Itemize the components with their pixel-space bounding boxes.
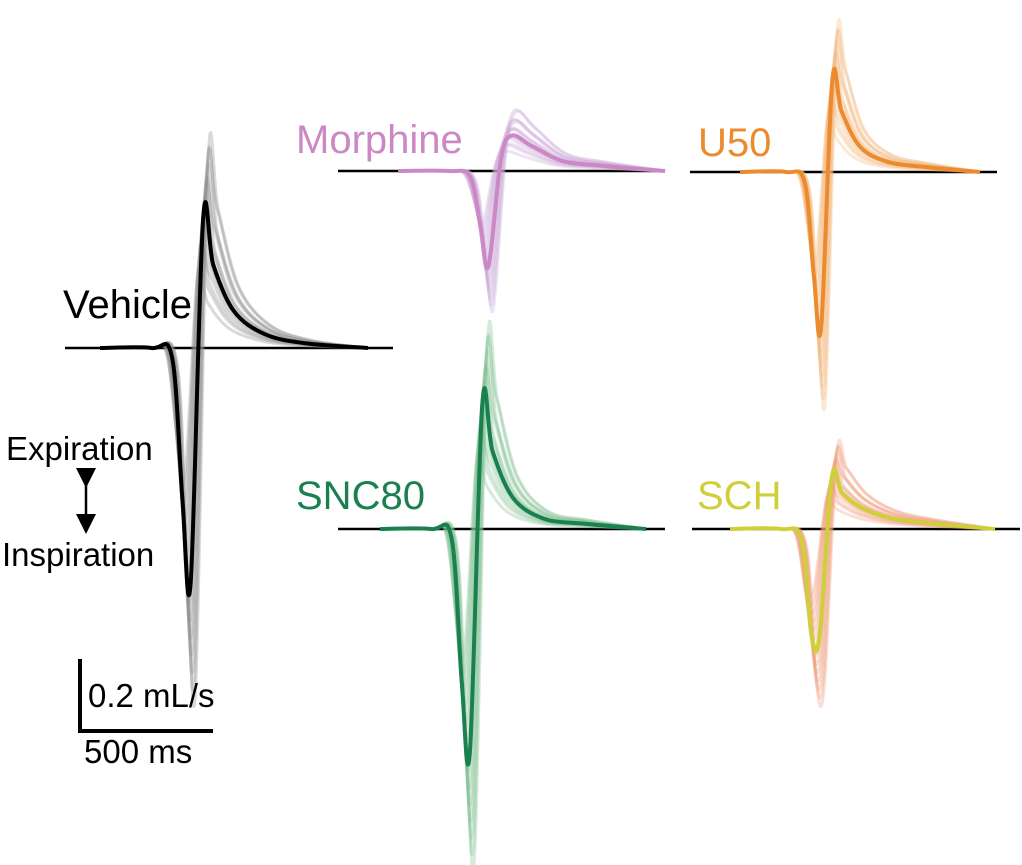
panel-title-morphine: Morphine [296, 118, 463, 162]
trace-line [397, 120, 666, 307]
panel-title-snc80: SNC80 [296, 474, 425, 518]
trace-line [379, 379, 647, 775]
trace-line [379, 362, 647, 807]
panel-vehicle: Vehicle [63, 130, 393, 709]
trace-band-vehicle [99, 130, 369, 709]
trace-line [729, 481, 996, 624]
panel-title-u50: U50 [698, 121, 771, 165]
panel-title-vehicle: Vehicle [63, 283, 192, 327]
trace-line [739, 27, 981, 400]
trace-line [397, 149, 666, 227]
trace-line [729, 445, 996, 692]
trace-band-u50 [739, 17, 981, 412]
trace-line [739, 113, 981, 264]
trace-line [99, 266, 369, 486]
trace-line [739, 73, 981, 321]
trace-line [99, 145, 369, 691]
expiration-label: Expiration [6, 430, 153, 467]
trace-line [99, 242, 369, 520]
trace-line [739, 61, 981, 344]
panel-u50: U50 [690, 17, 997, 412]
trace-line [379, 450, 647, 661]
trace-line [739, 39, 981, 378]
trace-line [739, 29, 981, 389]
panel-snc80: SNC80 [296, 319, 665, 865]
trace-line [739, 17, 981, 412]
trace-line [739, 105, 981, 276]
trace-line [739, 92, 981, 298]
trace-line [739, 71, 981, 332]
mean-trace-u50 [739, 66, 981, 339]
trace-line [729, 444, 996, 700]
inspiration-label: Inspiration [2, 536, 154, 573]
trace-line [729, 438, 996, 709]
trace-line [99, 161, 369, 657]
scale-time-label: 500 ms [84, 733, 192, 770]
trace-line [379, 319, 647, 865]
trace-line [379, 333, 647, 856]
trace-line [379, 335, 647, 840]
panel-morphine: Morphine [296, 108, 666, 314]
trace-line [379, 396, 647, 742]
trace-line [379, 408, 647, 726]
mean-trace-morphine [397, 133, 666, 271]
trace-line [379, 349, 647, 824]
trace-line [99, 130, 369, 709]
trace-line [99, 254, 369, 503]
trace-line [739, 49, 981, 366]
trace-line [379, 421, 647, 709]
mean-trace-sch [729, 466, 996, 654]
trace-line [99, 205, 369, 589]
trace-line [397, 109, 666, 314]
scale-bar: 0.2 mL/s 500 ms [78, 659, 215, 770]
trace-line [99, 147, 369, 674]
trace-line [739, 51, 981, 355]
trace-line [379, 391, 647, 758]
mean-trace-vehicle [99, 200, 369, 598]
trace-line [379, 438, 647, 677]
trace-line [99, 236, 369, 537]
panel-title-sch: SCH [697, 474, 781, 518]
trace-line [739, 96, 981, 287]
trace-line [379, 366, 647, 791]
trace-line [379, 426, 647, 693]
scale-flow-label: 0.2 mL/s [88, 677, 215, 714]
mean-trace-snc80 [379, 386, 647, 767]
trace-band-snc80 [379, 319, 647, 865]
panel-sch: SCH [692, 438, 1020, 709]
